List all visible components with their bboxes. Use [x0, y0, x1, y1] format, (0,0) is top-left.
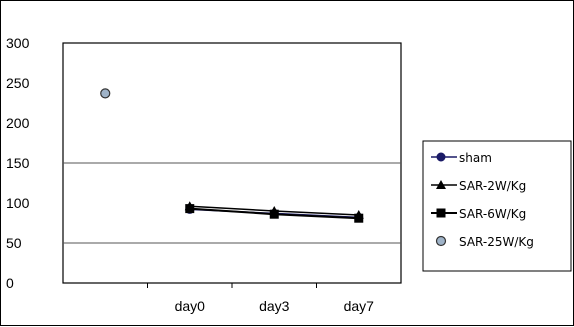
y-tick-label-50: 50: [6, 235, 22, 251]
legend-label-0: sham: [459, 151, 492, 165]
y-tick-label-250: 250: [6, 75, 30, 91]
legend-marker-1: [436, 180, 446, 189]
data-point-s2-1: [185, 204, 195, 214]
y-tick-label-150: 150: [6, 155, 30, 171]
data-point-s2-2: [269, 209, 279, 219]
y-tick-label-300: 300: [6, 35, 30, 51]
y-tick-label-100: 100: [6, 195, 30, 211]
y-tick-label-200: 200: [6, 115, 30, 131]
legend-label-2: SAR-6W/Kg: [459, 207, 526, 221]
legend-marker-0: [436, 152, 446, 162]
legend-box: [422, 140, 572, 272]
legend-marker-3: [435, 235, 447, 247]
legend-label-3: SAR-25W/Kg: [459, 235, 534, 249]
legend-label-1: SAR-2W/Kg: [459, 179, 526, 193]
data-point-s2-3: [354, 213, 364, 223]
x-tick-label-day0: day0: [175, 298, 206, 314]
legend-marker-2: [436, 208, 446, 218]
x-tick-label-day3: day3: [259, 298, 290, 314]
y-tick-label-0: 0: [6, 275, 14, 291]
data-point-s3-0: [100, 88, 111, 99]
x-tick-label-day7: day7: [344, 298, 375, 314]
